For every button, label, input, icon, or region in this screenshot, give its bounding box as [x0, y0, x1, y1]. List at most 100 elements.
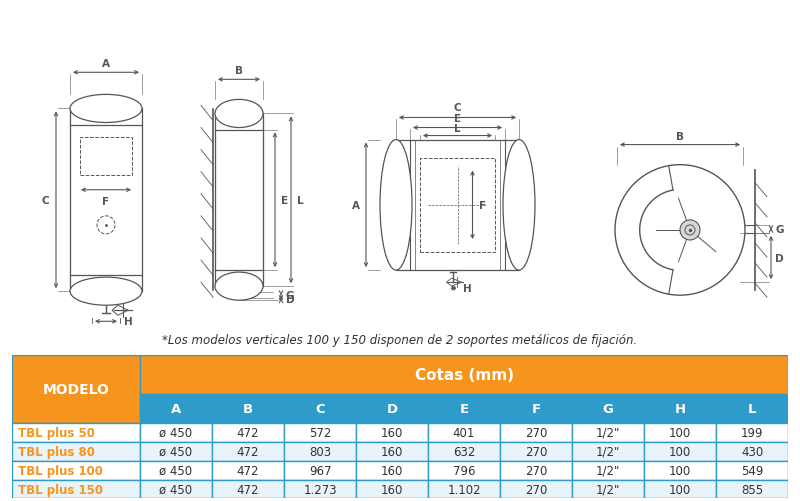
Bar: [356, 394, 428, 423]
Text: F: F: [531, 402, 541, 415]
Polygon shape: [70, 109, 142, 292]
Bar: [12, 423, 140, 442]
Text: TBL plus 100: TBL plus 100: [18, 463, 103, 476]
Ellipse shape: [70, 95, 142, 123]
Text: TBL plus 50: TBL plus 50: [18, 426, 95, 439]
Text: B: B: [243, 402, 253, 415]
Text: 472: 472: [237, 445, 259, 458]
Text: 1/2": 1/2": [596, 426, 620, 439]
Text: 100: 100: [669, 463, 691, 476]
Text: A: A: [171, 402, 181, 415]
Bar: [428, 442, 500, 460]
Text: L: L: [454, 123, 461, 133]
Bar: [572, 394, 644, 423]
Text: D: D: [286, 295, 294, 305]
Text: 967: 967: [309, 463, 331, 476]
Text: 100: 100: [669, 482, 691, 495]
Text: 472: 472: [237, 463, 259, 476]
Bar: [500, 460, 572, 479]
Text: H: H: [124, 317, 133, 327]
Bar: [644, 460, 716, 479]
Text: C: C: [42, 195, 49, 205]
Bar: [572, 460, 644, 479]
Text: 1/2": 1/2": [596, 463, 620, 476]
Bar: [500, 423, 572, 442]
Bar: [716, 394, 788, 423]
Ellipse shape: [503, 140, 535, 271]
Text: 803: 803: [309, 445, 331, 458]
Text: 100: 100: [669, 426, 691, 439]
Text: G: G: [602, 402, 614, 415]
Bar: [284, 460, 356, 479]
Text: ø 450: ø 450: [159, 426, 193, 439]
Ellipse shape: [215, 100, 263, 128]
Text: 549: 549: [741, 463, 763, 476]
Bar: [140, 356, 788, 394]
Text: A: A: [352, 200, 360, 210]
Text: 160: 160: [381, 426, 403, 439]
Text: H: H: [463, 284, 472, 294]
Bar: [140, 394, 212, 423]
Text: L: L: [748, 402, 756, 415]
Text: ø 450: ø 450: [159, 463, 193, 476]
Text: 270: 270: [525, 445, 547, 458]
Text: 430: 430: [741, 445, 763, 458]
Text: 1.273: 1.273: [303, 482, 337, 495]
Bar: [212, 394, 284, 423]
Text: 270: 270: [525, 426, 547, 439]
Bar: [212, 442, 284, 460]
Text: B: B: [235, 66, 243, 76]
Ellipse shape: [70, 278, 142, 306]
Bar: [356, 423, 428, 442]
Text: D: D: [775, 253, 784, 263]
Bar: [356, 442, 428, 460]
Bar: [284, 479, 356, 498]
Bar: [572, 423, 644, 442]
Text: F: F: [102, 196, 110, 206]
Text: ø 450: ø 450: [159, 445, 193, 458]
Bar: [716, 423, 788, 442]
Text: 100: 100: [669, 445, 691, 458]
Text: C: C: [315, 402, 325, 415]
Polygon shape: [215, 114, 263, 287]
Polygon shape: [396, 140, 519, 271]
Text: E: E: [454, 114, 461, 124]
Bar: [12, 442, 140, 460]
Text: MODELO: MODELO: [42, 382, 110, 396]
Text: 796: 796: [453, 463, 475, 476]
Bar: [356, 479, 428, 498]
Text: 1/2": 1/2": [596, 482, 620, 495]
Bar: [644, 394, 716, 423]
Text: 160: 160: [381, 463, 403, 476]
Text: C: C: [454, 103, 462, 113]
Bar: [644, 423, 716, 442]
Bar: [572, 479, 644, 498]
Text: G: G: [775, 224, 783, 234]
Text: TBL plus 80: TBL plus 80: [18, 445, 95, 458]
Bar: [212, 479, 284, 498]
Bar: [572, 442, 644, 460]
Bar: [356, 460, 428, 479]
Bar: [716, 460, 788, 479]
Text: E: E: [459, 402, 469, 415]
Text: 572: 572: [309, 426, 331, 439]
Text: 1.102: 1.102: [447, 482, 481, 495]
Bar: [716, 479, 788, 498]
Bar: [212, 423, 284, 442]
Bar: [500, 479, 572, 498]
Bar: [12, 479, 140, 498]
Text: 270: 270: [525, 463, 547, 476]
Text: ø 450: ø 450: [159, 482, 193, 495]
Bar: [140, 460, 212, 479]
Text: Cotas (mm): Cotas (mm): [414, 368, 514, 382]
Bar: [284, 394, 356, 423]
Text: 199: 199: [741, 426, 763, 439]
Text: L: L: [297, 195, 304, 205]
Text: 472: 472: [237, 482, 259, 495]
Text: TBL plus 150: TBL plus 150: [18, 482, 103, 495]
Text: G: G: [286, 291, 294, 301]
Bar: [12, 460, 140, 479]
Text: 160: 160: [381, 482, 403, 495]
Bar: [644, 442, 716, 460]
Bar: [500, 442, 572, 460]
